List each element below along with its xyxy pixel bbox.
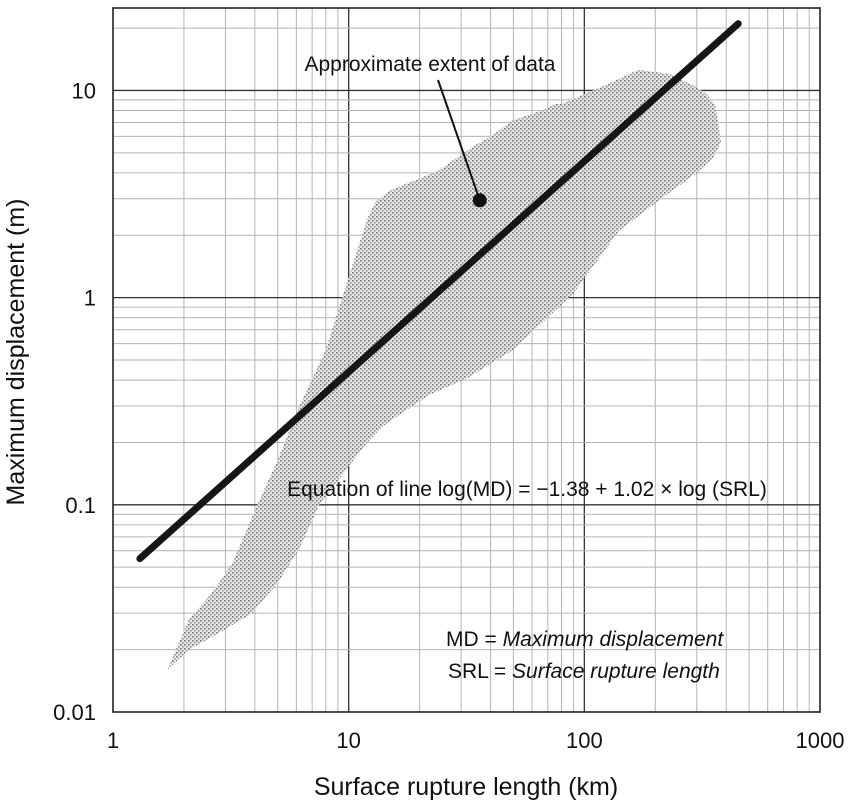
legend-md: MD = Maximum displacement — [446, 628, 724, 651]
series-layer — [136, 20, 742, 563]
extent-pointer-dot — [472, 193, 487, 208]
x-tick-label: 100 — [566, 728, 603, 753]
plot-frame — [112, 7, 821, 713]
data-extent-polygon — [167, 69, 722, 670]
legend-md-abbr: MD — [446, 628, 479, 651]
extent-annotation: Approximate extent of data — [305, 53, 556, 76]
x-axis-label: Surface rupture length (km) — [314, 773, 618, 801]
data-extent-region — [167, 69, 722, 670]
x-tick-label: 10 — [336, 728, 360, 753]
y-tick-labels: 0.01 0.1 1 10 — [53, 78, 96, 725]
x-tick-label: 1000 — [796, 728, 845, 753]
equation-annotation: Equation of line log(MD) = −1.38 + 1.02 … — [287, 478, 767, 501]
y-axis-label: Maximum displacement (m) — [2, 198, 30, 505]
x-tick-labels: 1 10 100 1000 — [107, 728, 845, 753]
legend-srl: SRL = Surface rupture length — [448, 660, 720, 683]
y-tick-label: 10 — [72, 78, 96, 103]
regression-line — [136, 20, 742, 563]
legend-srl-abbr: SRL — [448, 660, 488, 683]
y-tick-label: 0.1 — [65, 493, 96, 518]
legend-md-sep: = — [479, 628, 503, 651]
legend-srl-sep: = — [488, 660, 512, 683]
legend-md-definition: Maximum displacement — [503, 628, 725, 651]
y-tick-label: 1 — [84, 286, 96, 311]
extent-pointer-line — [437, 79, 481, 201]
grid-lines — [113, 8, 820, 712]
x-tick-label: 1 — [107, 728, 119, 753]
legend-srl-definition: Surface rupture length — [512, 660, 720, 683]
y-tick-label: 0.01 — [53, 700, 96, 725]
